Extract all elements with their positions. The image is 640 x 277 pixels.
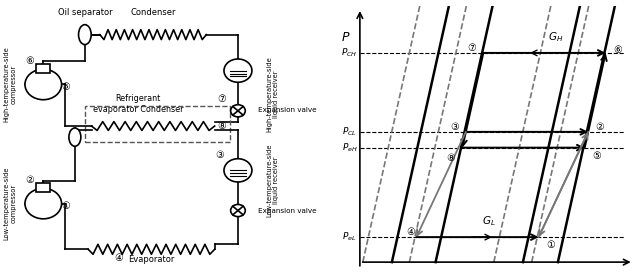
Text: ⑧: ⑧ xyxy=(218,121,227,131)
Text: ③: ③ xyxy=(215,150,224,160)
Text: ③: ③ xyxy=(450,122,459,132)
Text: High-temperature-side
liquid receiver: High-temperature-side liquid receiver xyxy=(266,56,280,132)
Text: Expansion valve: Expansion valve xyxy=(258,208,317,214)
Text: Condenser: Condenser xyxy=(131,8,176,17)
Text: Expansion valve: Expansion valve xyxy=(258,107,317,113)
Text: ⑤: ⑤ xyxy=(592,150,601,161)
Text: $G_L$: $G_L$ xyxy=(483,214,496,228)
Text: $P_{eL}$: $P_{eL}$ xyxy=(342,231,357,243)
Text: Low-temperature-side
liquid receiver: Low-temperature-side liquid receiver xyxy=(266,143,280,217)
Text: ⑤: ⑤ xyxy=(61,82,70,92)
Ellipse shape xyxy=(79,25,91,45)
Bar xyxy=(36,183,51,192)
Circle shape xyxy=(230,105,245,117)
Circle shape xyxy=(224,59,252,82)
Text: $G_H$: $G_H$ xyxy=(548,30,564,43)
Text: Oil separator: Oil separator xyxy=(58,8,112,17)
Text: ⑥: ⑥ xyxy=(613,45,621,55)
Text: ②: ② xyxy=(595,122,604,132)
Text: Low-temperature-side
compressor: Low-temperature-side compressor xyxy=(3,167,17,240)
Text: ⑥: ⑥ xyxy=(25,56,34,66)
Text: ④: ④ xyxy=(114,253,122,263)
Text: ④: ④ xyxy=(406,227,415,237)
Text: ⑦: ⑦ xyxy=(467,43,476,53)
Text: High-temperature-side
compressor: High-temperature-side compressor xyxy=(3,47,17,122)
Bar xyxy=(36,64,51,73)
Circle shape xyxy=(25,69,61,100)
Circle shape xyxy=(25,188,61,219)
Text: P: P xyxy=(342,31,349,43)
Text: ⑦: ⑦ xyxy=(218,94,227,104)
Text: Evaporator: Evaporator xyxy=(128,255,175,264)
Text: Refrigerant
evaporator Condenser: Refrigerant evaporator Condenser xyxy=(93,94,184,114)
Ellipse shape xyxy=(69,128,81,146)
Text: $P_{CL}$: $P_{CL}$ xyxy=(342,125,357,138)
Text: ②: ② xyxy=(25,175,34,185)
Text: ①: ① xyxy=(546,240,555,250)
Text: $P_{CH}$: $P_{CH}$ xyxy=(342,47,358,59)
Circle shape xyxy=(230,204,245,217)
Text: ①: ① xyxy=(61,201,70,211)
Bar xyxy=(85,106,230,142)
Text: $P_{eH}$: $P_{eH}$ xyxy=(342,141,358,154)
Circle shape xyxy=(224,159,252,182)
Text: ⑧: ⑧ xyxy=(446,153,455,163)
